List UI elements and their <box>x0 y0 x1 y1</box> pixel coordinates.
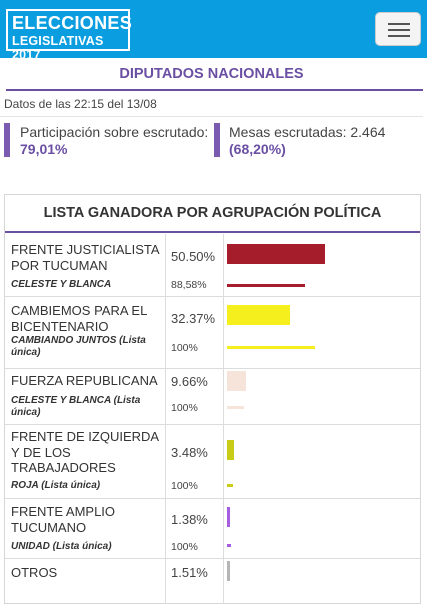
list-percent: 88,58% <box>171 279 207 291</box>
list-name: CAMBIANDO JUNTOS (Lista única) <box>11 335 146 358</box>
party-percent: 1.51% <box>171 565 208 580</box>
list-bar <box>227 544 231 547</box>
update-timestamp: Datos de las 22:15 del 13/08 <box>4 97 157 111</box>
section-title: DIPUTADOS NACIONALES <box>119 66 304 82</box>
party-name: FRENTE AMPLIO TUCUMANO <box>11 504 116 535</box>
party-percent: 1.38% <box>171 512 208 527</box>
party-name: FRENTE DE IZQUIERDA Y DE LOS TRABAJADORE… <box>11 429 159 475</box>
party-bar <box>227 371 246 391</box>
title-divider <box>6 89 423 91</box>
list-bar <box>227 484 234 487</box>
tables-value: (68,20%) <box>229 141 286 157</box>
column-divider <box>165 234 166 604</box>
party-percent: 50.50% <box>171 249 216 264</box>
party-bar <box>227 561 230 581</box>
list-bar <box>227 284 305 287</box>
party-bar <box>227 440 234 460</box>
party-name: FRENTE JUSTICIALISTA POR TUCUMAN <box>11 242 159 273</box>
row-divider <box>5 296 420 297</box>
menu-button[interactable] <box>375 12 421 46</box>
logo-line-2: LEGISLATIVAS 2017 <box>12 34 104 62</box>
row-divider <box>5 558 420 559</box>
logo-line-1: ELECCIONES <box>12 13 133 33</box>
party-percent: 9.66% <box>171 374 208 389</box>
party-bar <box>227 244 325 264</box>
hamburger-icon <box>388 35 410 37</box>
party-percent: 32.37% <box>171 311 216 326</box>
party-bar <box>227 507 230 527</box>
list-percent: 100% <box>171 342 198 354</box>
list-percent: 100% <box>171 402 198 414</box>
results-title: LISTA GANADORA POR AGRUPACIÓN POLÍTICA <box>43 205 382 221</box>
list-percent: 100% <box>171 541 198 553</box>
party-name: FUERZA REPUBLICANA <box>11 373 158 388</box>
row-divider <box>5 498 420 499</box>
party-bar <box>227 305 290 325</box>
results-card: LISTA GANADORA POR AGRUPACIÓN POLÍTICA F… <box>4 194 421 604</box>
list-bar <box>227 346 315 349</box>
party-name: OTROS <box>11 565 58 580</box>
list-percent: 100% <box>171 480 198 492</box>
list-name: CELESTE Y BLANCA <box>11 279 112 290</box>
hamburger-icon <box>388 23 410 25</box>
results-title-divider <box>5 231 420 233</box>
tables-label: Mesas escrutadas: 2.464 <box>229 124 386 140</box>
party-name: CAMBIEMOS PARA EL BICENTENARIO <box>11 303 147 334</box>
row-divider <box>5 368 420 369</box>
column-divider <box>223 234 224 604</box>
divider <box>0 116 423 117</box>
list-bar <box>227 406 244 409</box>
list-name: ROJA (Lista única) <box>11 480 101 491</box>
participation-marker <box>4 123 10 157</box>
tables-marker <box>214 123 220 157</box>
party-percent: 3.48% <box>171 445 208 460</box>
list-name: UNIDAD (Lista única) <box>11 541 112 552</box>
elections-logo[interactable]: ELECCIONES LEGISLATIVAS 2017 <box>6 9 133 62</box>
top-bar: ELECCIONES LEGISLATIVAS 2017 <box>0 0 427 62</box>
hamburger-icon <box>388 29 410 31</box>
results-table: FRENTE JUSTICIALISTA POR TUCUMAN 50.50% … <box>5 234 420 604</box>
participation-label: Participación sobre escrutado: <box>20 124 209 140</box>
list-name: CELESTE Y BLANCA (Lista única) <box>11 395 141 418</box>
row-divider <box>5 424 420 425</box>
participation-value: 79,01% <box>20 141 68 157</box>
